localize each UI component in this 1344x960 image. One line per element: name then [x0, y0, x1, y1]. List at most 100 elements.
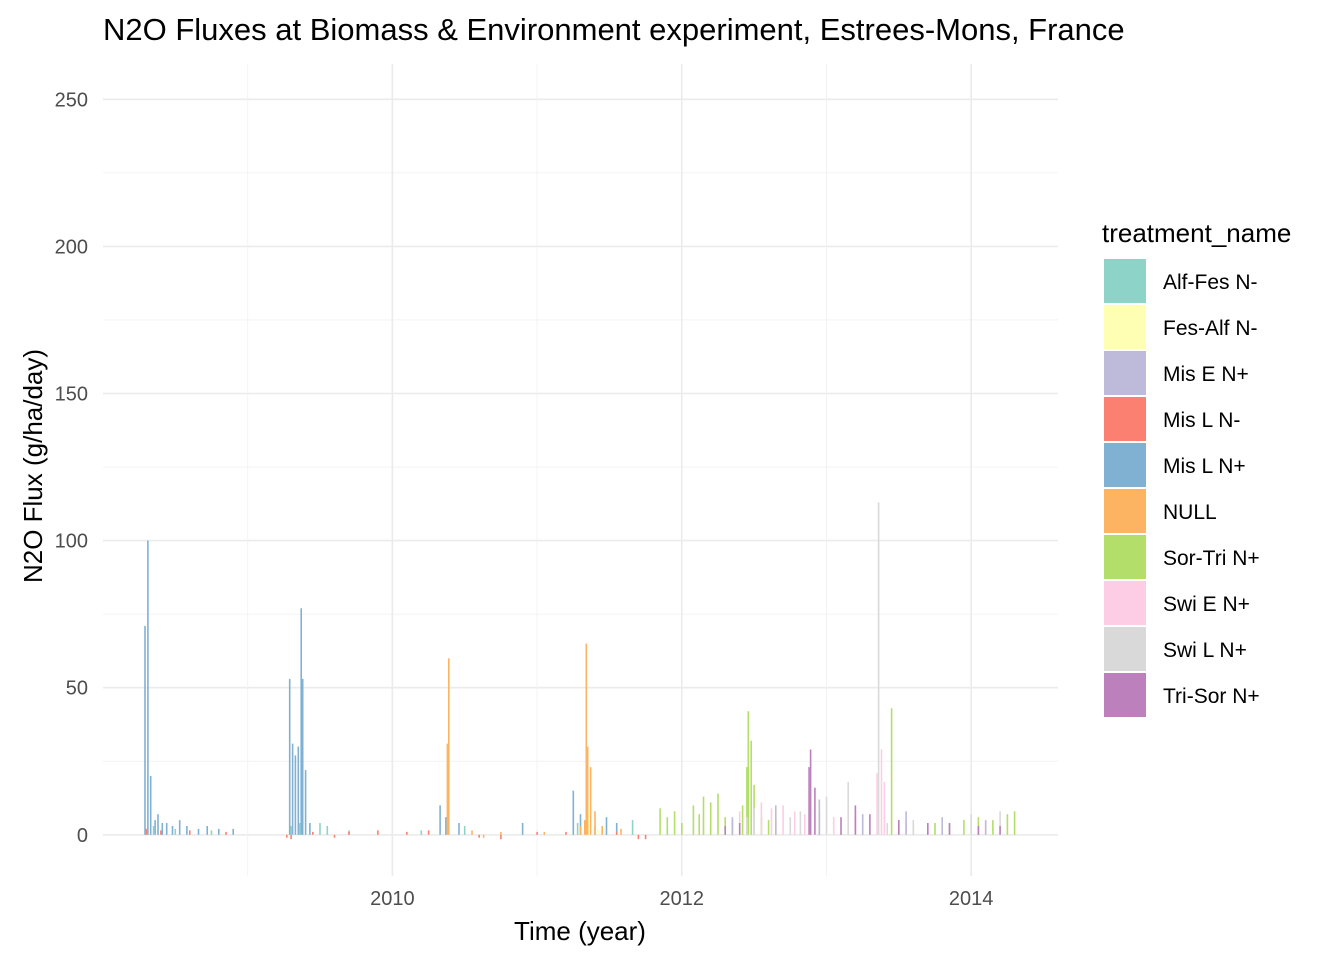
gridlines [103, 64, 1058, 876]
bar [154, 820, 156, 835]
x-tick-label: 2014 [949, 888, 994, 910]
bar [681, 823, 683, 835]
bar [747, 711, 750, 835]
bar [348, 831, 350, 835]
bar [854, 805, 857, 835]
bar [775, 805, 777, 835]
bar [290, 826, 292, 835]
bar [804, 814, 806, 835]
bar [427, 830, 430, 835]
bar [152, 826, 155, 835]
bar [312, 831, 314, 835]
bar [171, 826, 174, 835]
bar [717, 793, 719, 835]
bar [741, 805, 744, 835]
bar [620, 828, 622, 835]
bar [471, 830, 473, 835]
bar [840, 817, 842, 835]
legend-swatch [1104, 535, 1146, 579]
bar [232, 828, 234, 835]
bar [333, 834, 336, 838]
legend: treatment_name Alf-Fes N- Fes-Alf N- Mis E… [1102, 218, 1291, 717]
bar [543, 831, 546, 835]
bar [692, 805, 695, 835]
bar [299, 823, 301, 835]
bar [297, 746, 300, 835]
bar [861, 814, 864, 835]
bar [420, 830, 423, 835]
bar [319, 823, 321, 835]
bar [160, 830, 162, 835]
bar [286, 834, 288, 838]
bar [288, 678, 291, 835]
bar [197, 828, 200, 835]
bar [698, 814, 700, 835]
legend-label: Tri-Sor N+ [1163, 685, 1260, 708]
x-tick-label: 2010 [370, 888, 415, 910]
bar [673, 811, 676, 835]
bar [218, 828, 220, 835]
bar [970, 814, 972, 835]
bar [659, 808, 661, 835]
legend-swatch [1104, 443, 1146, 487]
y-tick-label: 200 [55, 236, 88, 258]
bar [605, 817, 608, 835]
bar [157, 814, 159, 835]
bar [206, 826, 208, 835]
bars [144, 502, 1016, 840]
bar [808, 767, 810, 835]
bar [750, 740, 752, 835]
bar [446, 743, 449, 835]
legend-label: Mis L N- [1163, 409, 1240, 432]
bar [984, 820, 987, 835]
bar [847, 781, 849, 835]
bar [439, 805, 441, 835]
bar [963, 820, 965, 835]
bar [977, 826, 980, 835]
legend-label: Alf-Fes N- [1163, 271, 1258, 294]
legend-label: Mis L N+ [1163, 455, 1246, 478]
tick-labels: 0 50 100 150 200 250 2010 2012 2014 [55, 89, 994, 910]
bar [948, 823, 951, 835]
bar [1006, 814, 1009, 835]
bar [789, 817, 792, 835]
legend-swatch [1104, 397, 1146, 441]
legend-swatch [1104, 489, 1146, 533]
bar [615, 823, 618, 835]
bar [290, 834, 292, 840]
bar [406, 831, 408, 835]
bar [178, 820, 181, 835]
bar [445, 817, 447, 835]
y-axis-title: N2O Flux (g/ha/day) [18, 349, 48, 583]
bar [458, 823, 460, 835]
legend-swatch [1104, 259, 1146, 303]
bar [586, 746, 589, 835]
bar [572, 790, 575, 835]
y-tick-label: 0 [77, 825, 88, 847]
bar [174, 828, 177, 835]
bar [601, 826, 603, 835]
bar [615, 831, 618, 835]
bar [291, 743, 294, 835]
bar [186, 826, 188, 835]
legend-label: Swi L N+ [1163, 639, 1247, 662]
bar [793, 811, 796, 835]
bar [210, 830, 213, 835]
bar [309, 823, 311, 835]
bar [597, 828, 599, 835]
bar [927, 823, 929, 835]
bar [147, 540, 149, 835]
bar [294, 755, 297, 835]
bar [992, 820, 994, 835]
bar [809, 749, 812, 835]
legend-title: treatment_name [1102, 218, 1291, 248]
bar [877, 502, 880, 835]
bar [876, 773, 878, 835]
legend-swatch [1104, 351, 1146, 395]
bar [1013, 811, 1016, 835]
legend-label: NULL [1163, 501, 1217, 524]
bar [589, 767, 592, 835]
legend-label: Mis E N+ [1163, 363, 1249, 386]
bar [225, 831, 227, 835]
bar [825, 796, 828, 835]
